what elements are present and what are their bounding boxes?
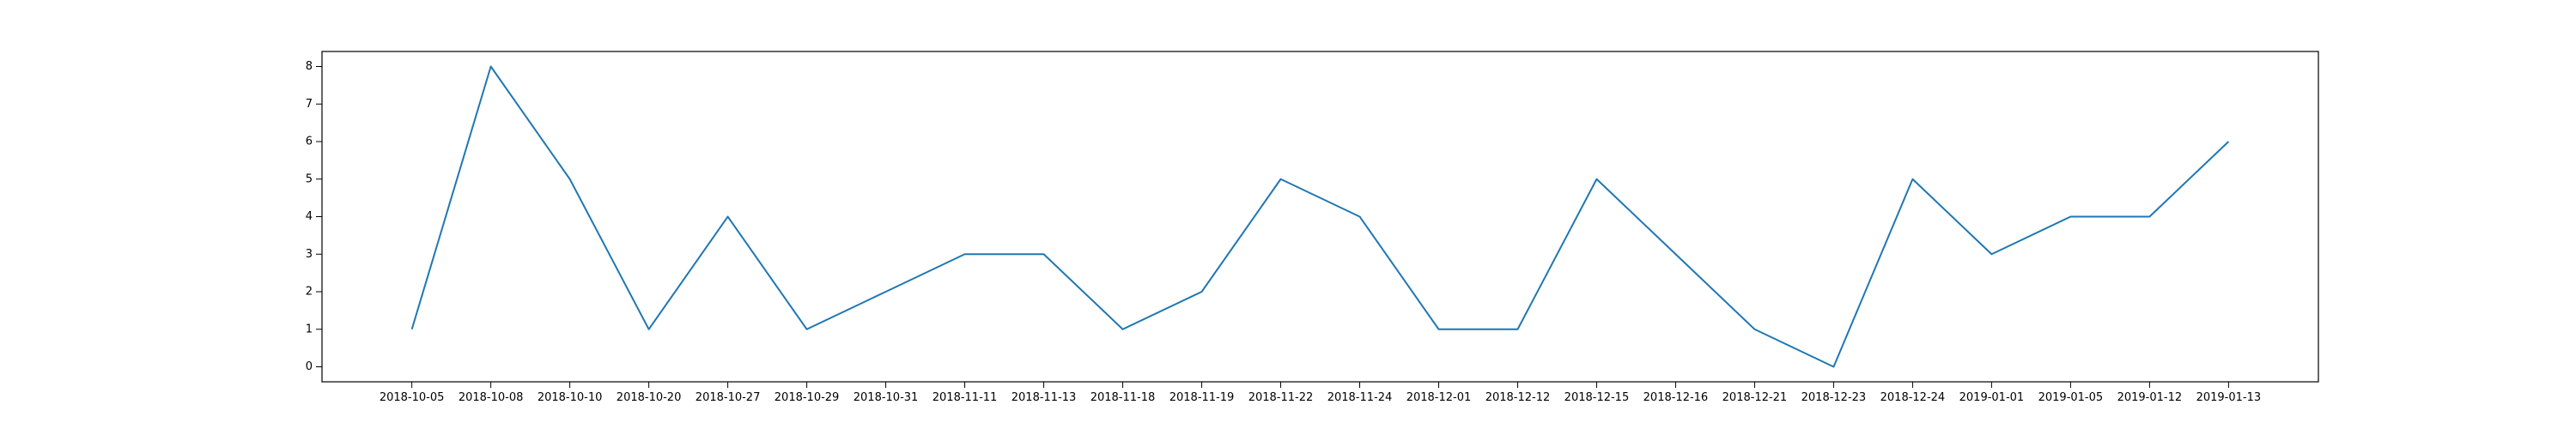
- plot-area: [321, 51, 2319, 383]
- x-tick-label: 2018-12-01: [1406, 391, 1472, 404]
- x-tick-label: 2018-11-18: [1091, 391, 1156, 404]
- x-tick-label: 2018-11-24: [1327, 391, 1393, 404]
- y-tick-label: 0: [306, 360, 313, 373]
- series-layer: [410, 65, 2230, 368]
- x-tick-label: 2019-01-05: [2038, 391, 2104, 404]
- x-tick-label: 2019-01-13: [2196, 391, 2262, 404]
- x-tick-label: 2018-10-10: [538, 391, 603, 404]
- x-tick-label: 2018-12-16: [1643, 391, 1709, 404]
- series-line: [410, 65, 2230, 368]
- y-tick-label: 5: [306, 172, 313, 185]
- x-tick-label: 2018-11-19: [1170, 391, 1235, 404]
- x-tick-label: 2018-10-20: [617, 391, 682, 404]
- x-tick-label: 2018-12-23: [1801, 391, 1867, 404]
- x-tick-label: 2018-10-05: [380, 391, 445, 404]
- y-tick-label: 1: [306, 323, 313, 335]
- x-tick-label: 2018-12-15: [1564, 391, 1630, 404]
- x-tick-label: 2019-01-01: [1959, 391, 2025, 404]
- y-axis: 0 1 2 3 4 5 6 7 8: [306, 60, 322, 373]
- x-tick-label: 2018-10-27: [696, 391, 761, 404]
- y-tick-label: 8: [306, 60, 313, 73]
- x-tick-label: 2018-10-08: [459, 391, 524, 404]
- x-tick-label: 2018-12-24: [1880, 391, 1946, 404]
- x-tick-label: 2018-11-11: [933, 391, 998, 404]
- y-tick-label: 7: [306, 98, 313, 111]
- y-tick-label: 4: [306, 210, 313, 223]
- x-axis: 2018-10-05 2018-10-08 2018-10-10 2018-10-20…: [380, 382, 2261, 404]
- x-tick-label: 2018-10-29: [775, 391, 840, 404]
- y-tick-label: 2: [306, 286, 313, 299]
- x-tick-label: 2018-12-12: [1485, 391, 1551, 404]
- y-tick-label: 3: [306, 248, 313, 261]
- x-tick-label: 2019-01-12: [2117, 391, 2183, 404]
- x-tick-label: 2018-11-13: [1012, 391, 1077, 404]
- y-tick-label: 6: [306, 136, 313, 148]
- x-tick-label: 2018-12-21: [1722, 391, 1788, 404]
- x-tick-label: 2018-11-22: [1249, 391, 1314, 404]
- x-tick-label: 2018-10-31: [854, 391, 919, 404]
